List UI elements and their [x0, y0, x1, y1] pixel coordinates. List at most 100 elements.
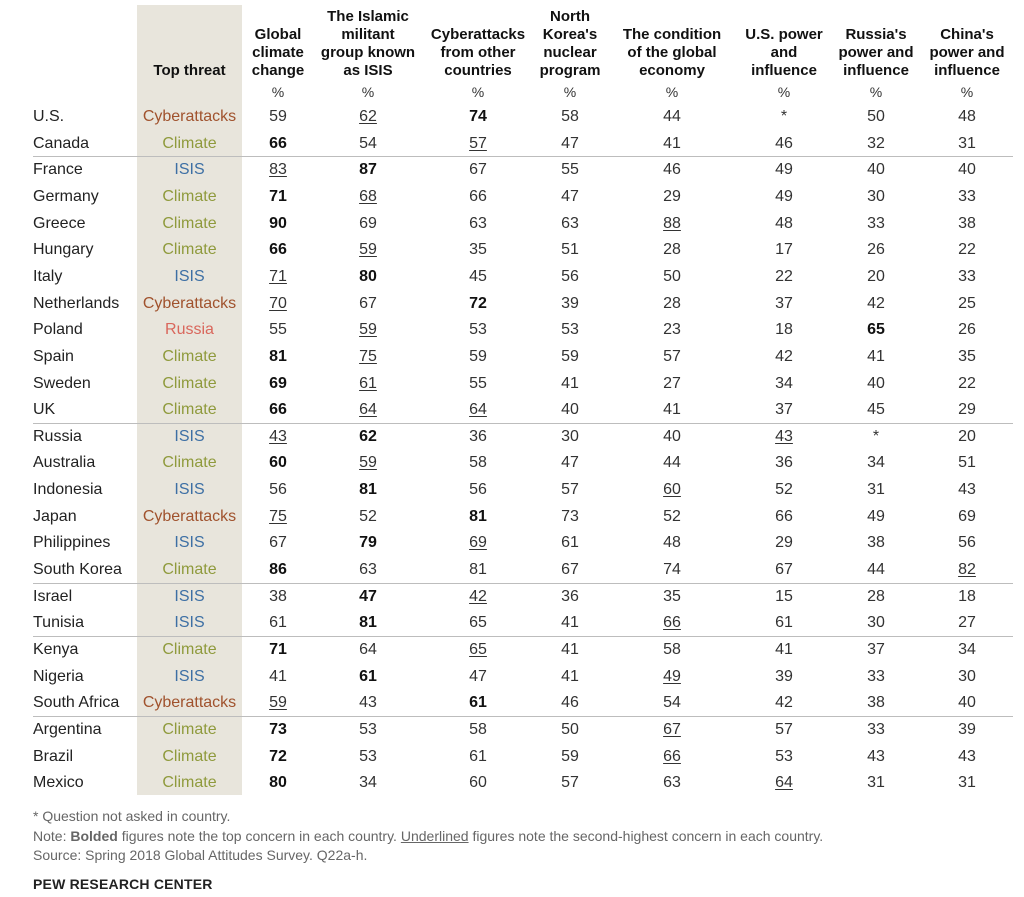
group-divider — [33, 422, 1013, 424]
top-threat-label: Cyberattacks — [142, 694, 237, 712]
cell-value: 43 — [958, 747, 976, 765]
table-cell: 37 — [759, 401, 809, 419]
cell-value: 31 — [958, 774, 976, 792]
table-cell: 82 — [942, 561, 992, 579]
table-cell: 53 — [453, 321, 503, 339]
table-cell: 20 — [851, 268, 901, 286]
table-cell: 49 — [759, 188, 809, 206]
table-cell: 49 — [851, 508, 901, 526]
cell-value: 67 — [663, 720, 681, 738]
top-threat-label: Russia — [165, 321, 214, 339]
country-label: Kenya — [33, 641, 79, 658]
cell-value: 61 — [469, 694, 487, 712]
cell-value: 46 — [663, 161, 681, 179]
cell-value: 51 — [958, 454, 976, 472]
note-bold-word: Bolded — [70, 828, 118, 844]
cell-value: 43 — [269, 427, 287, 445]
cell-value: 69 — [469, 534, 487, 552]
table-cell: 26 — [942, 321, 992, 339]
top-threat-label: Cyberattacks — [142, 507, 237, 525]
table-cell: 65 — [453, 641, 503, 659]
top-threat-label: Climate — [162, 187, 217, 205]
cell-value: 56 — [561, 267, 579, 285]
cell-value: 72 — [469, 294, 487, 312]
group-divider — [33, 156, 1013, 158]
cell-value: 45 — [469, 267, 487, 285]
cell-value: 55 — [269, 321, 287, 339]
table-cell: 42 — [453, 588, 503, 606]
cell-value: 35 — [469, 241, 487, 259]
cell-value: 15 — [775, 587, 793, 605]
table-cell: 37 — [759, 295, 809, 313]
cell-value: 40 — [867, 374, 885, 392]
table-cell: 67 — [253, 534, 303, 552]
cell-value: 43 — [775, 427, 793, 445]
table-cell: 40 — [851, 375, 901, 393]
table-cell: 55 — [253, 321, 303, 339]
cell-value: 81 — [469, 507, 487, 525]
table-cell: 40 — [942, 161, 992, 179]
cell-value: 66 — [663, 614, 681, 632]
cell-value: 51 — [561, 241, 579, 259]
table-cell: 58 — [453, 721, 503, 739]
top-threat-label: Climate — [162, 720, 217, 738]
cell-value: 40 — [561, 401, 579, 419]
table-cell: 81 — [253, 348, 303, 366]
table-cell: 48 — [942, 108, 992, 126]
table-cell: 65 — [851, 321, 901, 339]
table-cell: 27 — [647, 375, 697, 393]
table-cell: 30 — [851, 614, 901, 632]
cell-value: 43 — [958, 481, 976, 499]
country-label: Japan — [33, 507, 77, 525]
table-cell: 35 — [647, 588, 697, 606]
table-cell: 44 — [851, 561, 901, 579]
table-cell: 87 — [343, 161, 393, 179]
table-cell: 55 — [453, 375, 503, 393]
table-cell: 42 — [759, 694, 809, 712]
table-cell: 48 — [759, 215, 809, 233]
table-cell: 39 — [759, 668, 809, 686]
cell-value: 56 — [469, 481, 487, 499]
cell-value: 71 — [269, 641, 287, 658]
cell-value: 18 — [958, 587, 976, 605]
cell-value: 27 — [663, 374, 681, 392]
table-cell: 72 — [253, 748, 303, 766]
table-cell: 80 — [343, 268, 393, 286]
cell-value: 30 — [867, 614, 885, 632]
cell-value: 37 — [867, 641, 885, 658]
top-threat-label: ISIS — [174, 614, 205, 632]
table-row: Japan Cyberattacks 75 52 81 73 52 66 49 69 — [0, 504, 1024, 531]
cell-value: 20 — [867, 267, 885, 285]
cell-value: 47 — [359, 587, 377, 605]
table-cell: 43 — [942, 748, 992, 766]
table-cell: 22 — [759, 268, 809, 286]
top-threat-label: ISIS — [174, 534, 205, 552]
table-cell: 56 — [942, 534, 992, 552]
cell-value: 33 — [958, 187, 976, 205]
cell-value: 53 — [359, 720, 377, 738]
cell-value: 75 — [269, 507, 287, 525]
table-cell: 28 — [647, 241, 697, 259]
table-cell: 22 — [942, 375, 992, 393]
table-cell: 42 — [851, 295, 901, 313]
note-middle: figures note the top concern in each cou… — [117, 828, 401, 844]
table-cell: 41 — [759, 641, 809, 659]
cell-value: 29 — [663, 187, 681, 205]
cell-value: 44 — [663, 454, 681, 472]
cell-value: 73 — [269, 720, 287, 738]
top-threat-label: Cyberattacks — [142, 294, 237, 312]
cell-value: 65 — [469, 641, 487, 658]
table-cell: 45 — [851, 401, 901, 419]
table-cell: 54 — [343, 135, 393, 153]
cell-value: 57 — [775, 720, 793, 738]
cell-value: 50 — [867, 108, 885, 125]
table-cell: 67 — [647, 721, 697, 739]
table-cell: 73 — [253, 721, 303, 739]
cell-value: 57 — [663, 347, 681, 365]
table-cell: 57 — [545, 481, 595, 499]
cell-value: 53 — [469, 321, 487, 339]
table-cell: 51 — [942, 454, 992, 472]
country-label: Spain — [33, 347, 74, 365]
table-row: Netherlands Cyberattacks 70 67 72 39 28 37 42 25 — [0, 291, 1024, 318]
cell-value: 67 — [359, 294, 377, 312]
